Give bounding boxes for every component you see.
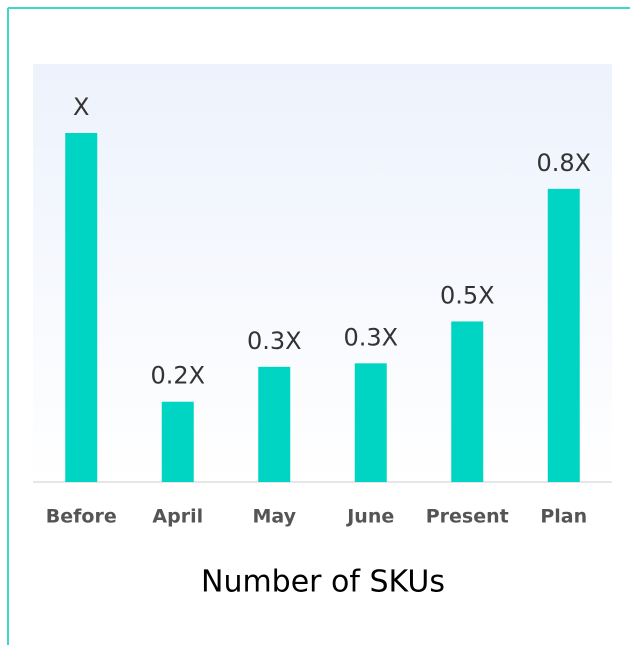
value-label: 0.3X [247,327,302,355]
x-tick-label: Present [426,506,509,528]
bar [354,363,387,482]
value-label: 0.2X [150,362,205,390]
bar [161,401,194,482]
bar [65,133,98,482]
bar [258,366,291,482]
x-tick-label: Before [46,506,117,528]
value-label: 0.8X [536,149,591,177]
plot-background [33,64,612,482]
value-label: 0.5X [440,281,495,309]
bar [451,321,484,482]
x-tick-label: May [252,506,296,528]
value-label: X [73,93,89,121]
x-tick-label: April [152,506,203,528]
x-tick-label: Plan [540,506,587,528]
value-label: 0.3X [343,323,398,351]
x-tick-label: June [345,506,394,528]
bar [547,188,580,482]
chart-title: Number of SKUs [201,565,445,600]
